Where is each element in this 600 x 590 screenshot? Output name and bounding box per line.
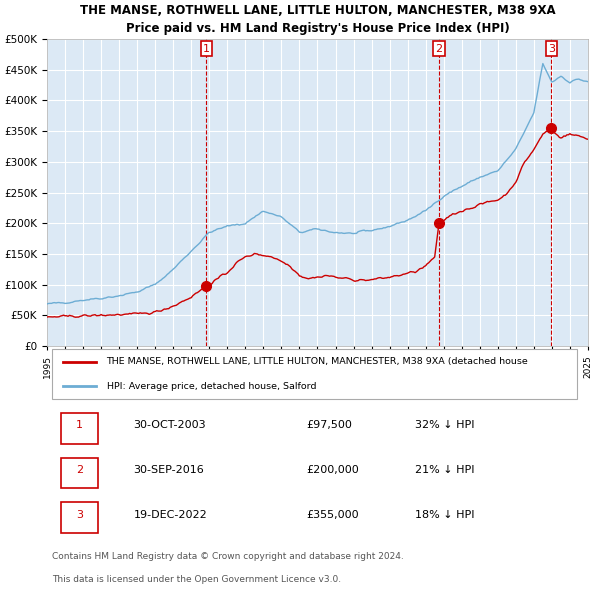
Text: 30-OCT-2003: 30-OCT-2003 (134, 421, 206, 431)
Text: 19-DEC-2022: 19-DEC-2022 (134, 510, 208, 520)
Text: £97,500: £97,500 (307, 421, 353, 431)
FancyBboxPatch shape (61, 502, 98, 533)
Text: 1: 1 (203, 44, 210, 54)
Text: 2: 2 (76, 465, 83, 475)
Text: £355,000: £355,000 (307, 510, 359, 520)
FancyBboxPatch shape (52, 349, 577, 399)
Text: This data is licensed under the Open Government Licence v3.0.: This data is licensed under the Open Gov… (52, 575, 341, 584)
Text: 3: 3 (548, 44, 555, 54)
Text: £200,000: £200,000 (307, 465, 359, 475)
Text: 18% ↓ HPI: 18% ↓ HPI (415, 510, 475, 520)
Text: 21% ↓ HPI: 21% ↓ HPI (415, 465, 475, 475)
Text: 3: 3 (76, 510, 83, 520)
Text: 30-SEP-2016: 30-SEP-2016 (134, 465, 205, 475)
FancyBboxPatch shape (61, 457, 98, 488)
Title: THE MANSE, ROTHWELL LANE, LITTLE HULTON, MANCHESTER, M38 9XA
Price paid vs. HM L: THE MANSE, ROTHWELL LANE, LITTLE HULTON,… (80, 4, 555, 35)
Text: 1: 1 (76, 421, 83, 431)
Text: Contains HM Land Registry data © Crown copyright and database right 2024.: Contains HM Land Registry data © Crown c… (52, 552, 404, 561)
Text: THE MANSE, ROTHWELL LANE, LITTLE HULTON, MANCHESTER, M38 9XA (detached house: THE MANSE, ROTHWELL LANE, LITTLE HULTON,… (107, 357, 528, 366)
Text: 2: 2 (436, 44, 443, 54)
Text: 32% ↓ HPI: 32% ↓ HPI (415, 421, 475, 431)
FancyBboxPatch shape (61, 413, 98, 444)
Text: HPI: Average price, detached house, Salford: HPI: Average price, detached house, Salf… (107, 382, 316, 391)
